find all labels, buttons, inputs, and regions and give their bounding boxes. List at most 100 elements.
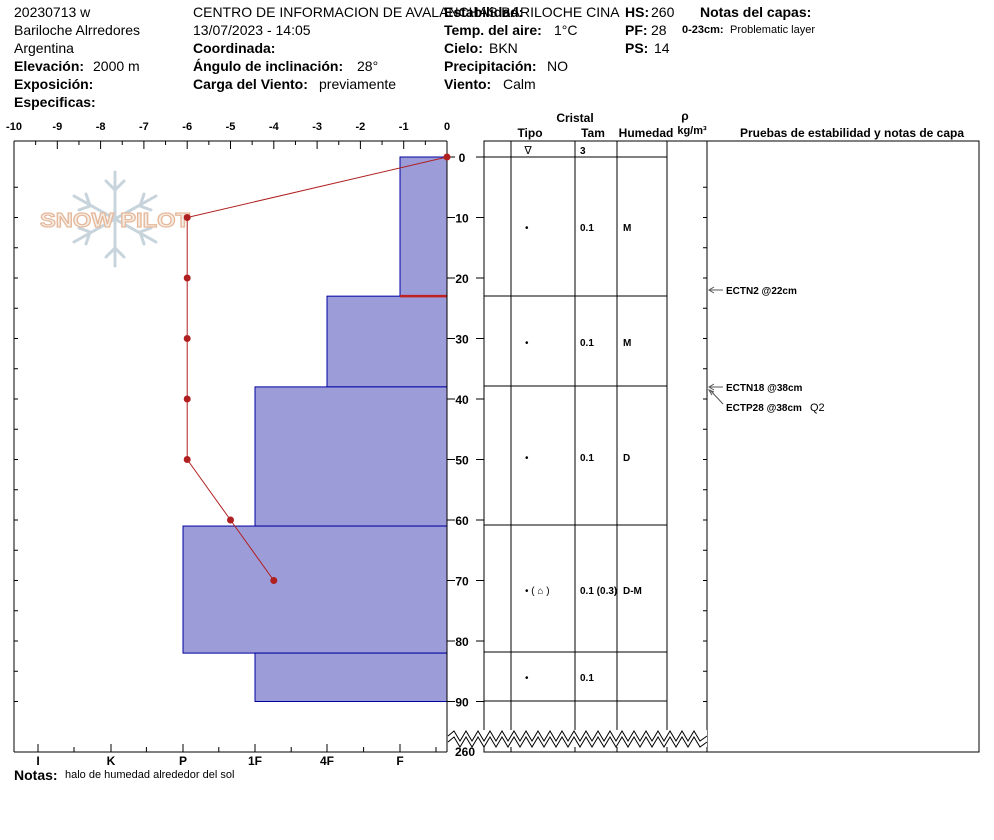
coordinate-label: Coordinada:: [193, 40, 276, 56]
air-temp-value: 1°C: [554, 22, 578, 38]
exposure-label: Exposición:: [14, 76, 94, 92]
stability-test: ECTN18 @38cm: [708, 383, 803, 394]
temp-tick-label: 0: [444, 121, 450, 133]
depth-tick-label: 70: [455, 575, 469, 589]
surface-symbol: ∇: [523, 145, 532, 157]
location: Bariloche Alrredores: [14, 22, 141, 38]
temp-tick-label: -2: [356, 121, 366, 133]
table-frame: [483, 140, 980, 753]
wind-load-label: Carga del Viento:: [193, 76, 308, 92]
stability-test: ECTP28 @38cm Q2: [707, 388, 825, 414]
crystal-humidity: M: [623, 223, 631, 234]
depth-tick-label: 90: [455, 696, 469, 710]
watermark-text: SNOW PILOT: [40, 210, 190, 232]
crystal-table: Cristal Tipo Tam Humedad ρ kg/m³ Pruebas…: [447, 109, 980, 759]
hardness-tick-label: 4F: [320, 754, 334, 768]
temp-tick-label: -1: [399, 121, 409, 133]
crystal-size: 0.1: [580, 673, 594, 684]
temperature-point: [443, 153, 451, 161]
depth-tick-label: 20: [455, 272, 469, 286]
crystal-type: • ( ⌂ ): [525, 586, 550, 597]
depth-break-zigzag: [447, 730, 708, 742]
temp-tick-label: -7: [139, 121, 149, 133]
hardness-tick-label: P: [179, 754, 187, 768]
depth-tick-label: 40: [455, 393, 469, 407]
hardness-layers: [182, 156, 448, 702]
precip-label: Precipitación:: [444, 58, 537, 74]
crystal-humidity: M: [623, 338, 631, 349]
organization: CENTRO DE INFORMACION DE AVALANCHAS BARI…: [193, 4, 620, 20]
depth-tick-label: 50: [455, 454, 469, 468]
hs-value: 260: [651, 4, 675, 20]
hardness-layer-bar: [254, 386, 448, 527]
temp-tick-label: -6: [182, 121, 192, 133]
ps-value: 14: [654, 40, 670, 56]
temperature-point: [183, 335, 191, 342]
hardness-tick-label: I: [36, 754, 39, 768]
temperature-point: [183, 456, 191, 463]
arrow-head-icon: [707, 388, 715, 396]
temperature-axis: -10 -9 -8 -7 -6 -5 -4 -3 -2 -1 0: [6, 121, 450, 149]
crystal-type: •: [525, 338, 529, 349]
break-mask: [448, 730, 707, 747]
crystal-type: •: [525, 673, 529, 684]
depth-tick-label: 30: [455, 333, 469, 347]
humidity-header: Humedad: [619, 126, 674, 140]
type-header: Tipo: [517, 126, 542, 140]
wind-label: Viento:: [444, 76, 492, 92]
notes-label: Notas:: [14, 767, 58, 783]
temp-tick-label: -8: [96, 121, 106, 133]
temperature-line: [186, 156, 448, 581]
hardness-layer-bar: [182, 525, 448, 654]
crystal-humidity: D-M: [623, 586, 642, 597]
crystal-humidity: D: [623, 453, 630, 464]
precip-value: NO: [547, 58, 568, 74]
hardness-layer-bar: [399, 156, 448, 297]
depth-bottom-label: 260: [455, 745, 475, 759]
crystal-size: 0.1: [580, 223, 594, 234]
elevation-label: Elevación:: [14, 58, 85, 74]
crystal-size: 0.1: [580, 453, 594, 464]
depth-axis: 0 10 20 30 40 50 60 70 80 90: [14, 151, 707, 710]
sky-value: BKN: [489, 40, 518, 56]
layer-notes-label: Notas del capas:: [700, 4, 812, 20]
elevation-value: 2000 m: [93, 58, 140, 74]
temperature-profile: [183, 153, 451, 584]
test-arrow: [709, 389, 724, 405]
hs-label: HS:: [625, 4, 650, 20]
test-label: ECTP28 @38cm: [726, 403, 802, 414]
test-label: ECTN2 @22cm: [726, 286, 797, 297]
tests-header: Pruebas de estabilidad y notas de capa: [740, 126, 964, 140]
temp-tick-label: -4: [269, 121, 280, 133]
ps-label: PS:: [625, 40, 649, 56]
crystal-size: 0.1 (0.3): [580, 586, 617, 597]
hardness-axis: I K P 1F 4F F: [36, 744, 437, 768]
slope-value: 28°: [357, 58, 379, 74]
stability-label: Estabilidad:: [444, 4, 524, 20]
size-header: Tam: [581, 126, 605, 140]
hardness-tick-label: 1F: [248, 754, 262, 768]
depth-break-zigzag: [447, 736, 708, 748]
wind-value: Calm: [503, 76, 536, 92]
depth-tick-label: 60: [455, 514, 469, 528]
temperature-point: [183, 395, 191, 403]
hardness-layer-bar: [254, 652, 448, 702]
notes-text: halo de humedad alrededor del sol: [65, 769, 235, 781]
hardness-layer-bar: [326, 295, 448, 388]
surface-size: 3: [580, 146, 586, 157]
temperature-point: [183, 214, 191, 221]
temp-tick-label: -3: [312, 121, 322, 133]
hardness-tick-label: K: [107, 754, 116, 768]
arrow-head-icon: [708, 286, 715, 294]
density-symbol: ρ: [681, 109, 688, 123]
hardness-tick-label: F: [396, 754, 403, 768]
depth-tick-label: 10: [455, 212, 469, 226]
sky-label: Cielo:: [444, 40, 483, 56]
test-label: ECTN18 @38cm: [726, 383, 803, 394]
slope-label: Ángulo de inclinación:: [193, 58, 344, 74]
temperature-point: [227, 516, 234, 524]
temperature-point: [270, 577, 278, 584]
snowpit-id: 20230713 w: [14, 4, 91, 20]
crystal-type: •: [525, 223, 529, 234]
